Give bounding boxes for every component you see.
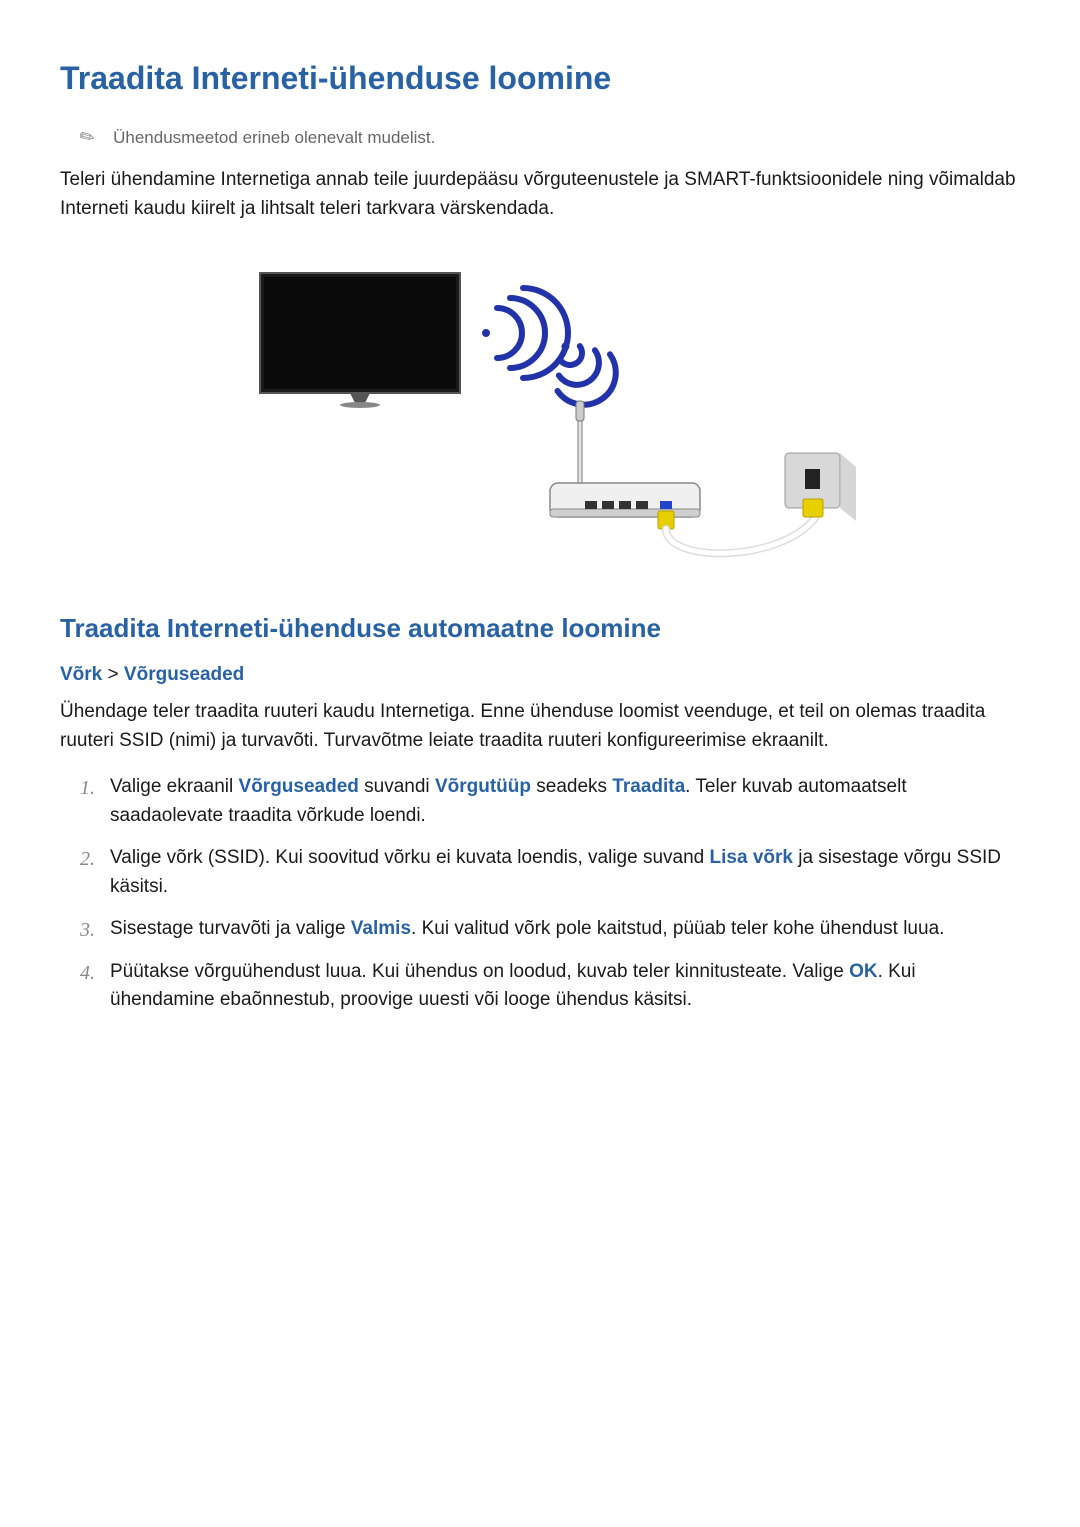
step-keyword: Traadita bbox=[612, 776, 685, 797]
step-item: Püütakse võrguühendust luua. Kui ühendus… bbox=[80, 958, 1020, 1015]
router-icon bbox=[550, 401, 700, 529]
step-keyword: Võrguseaded bbox=[239, 776, 359, 797]
tv-icon bbox=[260, 273, 460, 408]
note-text: Ühendusmeetod erineb olenevalt mudelist. bbox=[113, 128, 435, 148]
pencil-icon: ✎ bbox=[76, 125, 100, 151]
menu-path-a: Võrk bbox=[60, 664, 102, 685]
wall-jack-icon bbox=[785, 453, 856, 521]
step-text: . Kui valitud võrk pole kaitstud, püüab … bbox=[411, 918, 944, 939]
step-text: seadeks bbox=[531, 776, 612, 797]
step-keyword: Võrgutüüp bbox=[435, 776, 531, 797]
steps-list: Valige ekraanil Võrguseaded suvandi Võrg… bbox=[60, 773, 1020, 1015]
section-heading: Traadita Interneti-ühenduse automaatne l… bbox=[60, 613, 1020, 644]
ethernet-cable-inner bbox=[666, 518, 815, 553]
step-text: suvandi bbox=[359, 776, 435, 797]
menu-path-b: Võrguseaded bbox=[124, 664, 244, 685]
note-row: ✎ Ühendusmeetod erineb olenevalt mudelis… bbox=[80, 127, 1020, 148]
step-item: Sisestage turvavõti ja valige Valmis. Ku… bbox=[80, 915, 1020, 944]
wifi-waves-icon bbox=[482, 288, 568, 378]
step-keyword: OK bbox=[849, 961, 878, 982]
step-item: Valige võrk (SSID). Kui soovitud võrku e… bbox=[80, 844, 1020, 901]
step-item: Valige ekraanil Võrguseaded suvandi Võrg… bbox=[80, 773, 1020, 830]
section-body: Ühendage teler traadita ruuteri kaudu In… bbox=[60, 698, 1020, 755]
intro-paragraph: Teleri ühendamine Internetiga annab teil… bbox=[60, 166, 1020, 223]
wireless-diagram bbox=[60, 253, 1020, 573]
step-text: Valige ekraanil bbox=[110, 776, 239, 797]
menu-path-sep: > bbox=[108, 664, 119, 685]
menu-path: Võrk > Võrguseaded bbox=[60, 664, 1020, 686]
step-keyword: Lisa võrk bbox=[710, 847, 793, 868]
step-keyword: Valmis bbox=[351, 918, 411, 939]
page-title: Traadita Interneti-ühenduse loomine bbox=[60, 60, 1020, 97]
diagram-svg bbox=[220, 253, 860, 573]
step-text: Püütakse võrguühendust luua. Kui ühendus… bbox=[110, 961, 849, 982]
step-text: Sisestage turvavõti ja valige bbox=[110, 918, 351, 939]
step-text: Valige võrk (SSID). Kui soovitud võrku e… bbox=[110, 847, 710, 868]
